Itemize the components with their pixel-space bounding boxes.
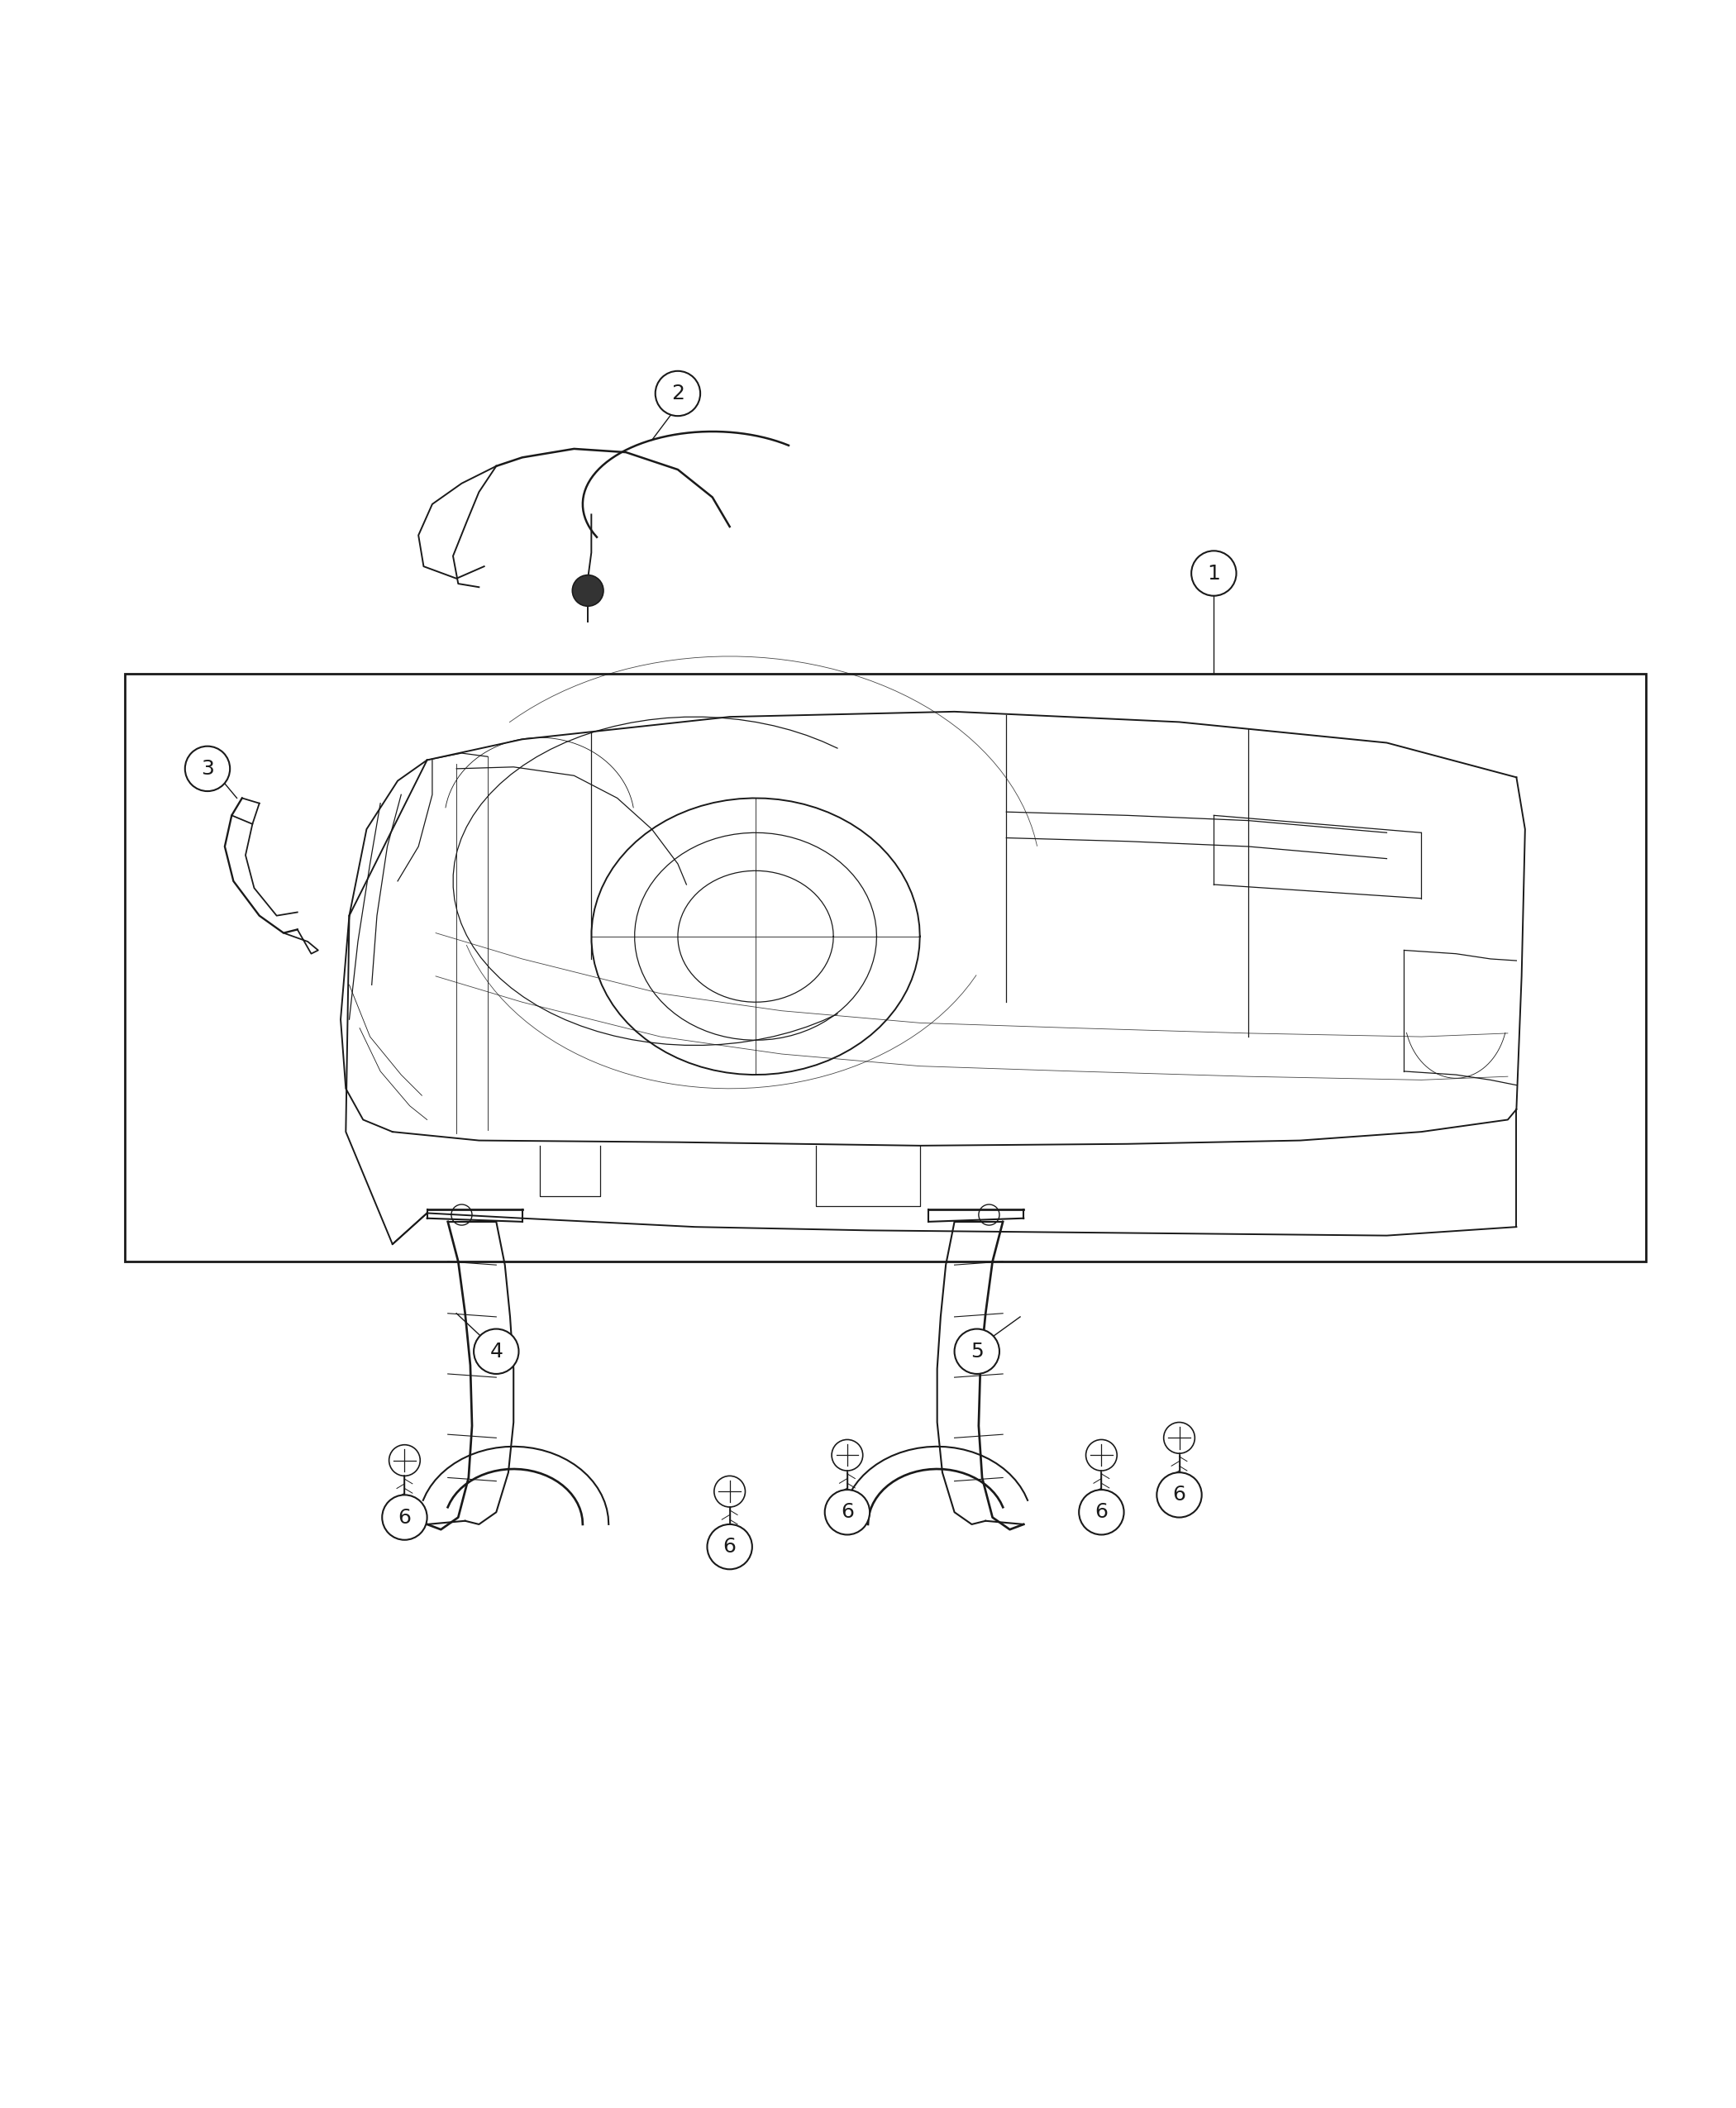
Circle shape xyxy=(713,1476,745,1507)
Bar xyxy=(125,675,1646,1261)
Circle shape xyxy=(654,371,700,415)
Text: 6: 6 xyxy=(840,1503,854,1522)
Text: 4: 4 xyxy=(490,1341,503,1362)
Circle shape xyxy=(1080,1490,1123,1535)
Circle shape xyxy=(1191,550,1236,597)
Circle shape xyxy=(955,1328,1000,1374)
Circle shape xyxy=(1163,1423,1194,1452)
Circle shape xyxy=(382,1495,427,1539)
Circle shape xyxy=(1156,1473,1201,1518)
Text: 2: 2 xyxy=(672,384,684,403)
Text: 6: 6 xyxy=(398,1507,411,1528)
Text: 3: 3 xyxy=(201,759,214,778)
Circle shape xyxy=(825,1490,870,1535)
Text: 1: 1 xyxy=(1207,563,1220,584)
Text: 6: 6 xyxy=(724,1537,736,1556)
Circle shape xyxy=(474,1328,519,1374)
Circle shape xyxy=(389,1444,420,1476)
Circle shape xyxy=(1087,1440,1116,1471)
Text: 6: 6 xyxy=(1172,1484,1186,1505)
Text: 6: 6 xyxy=(1095,1503,1108,1522)
Circle shape xyxy=(707,1524,752,1568)
Text: 5: 5 xyxy=(970,1341,983,1362)
Circle shape xyxy=(186,746,229,790)
Circle shape xyxy=(832,1440,863,1471)
Circle shape xyxy=(573,575,604,607)
